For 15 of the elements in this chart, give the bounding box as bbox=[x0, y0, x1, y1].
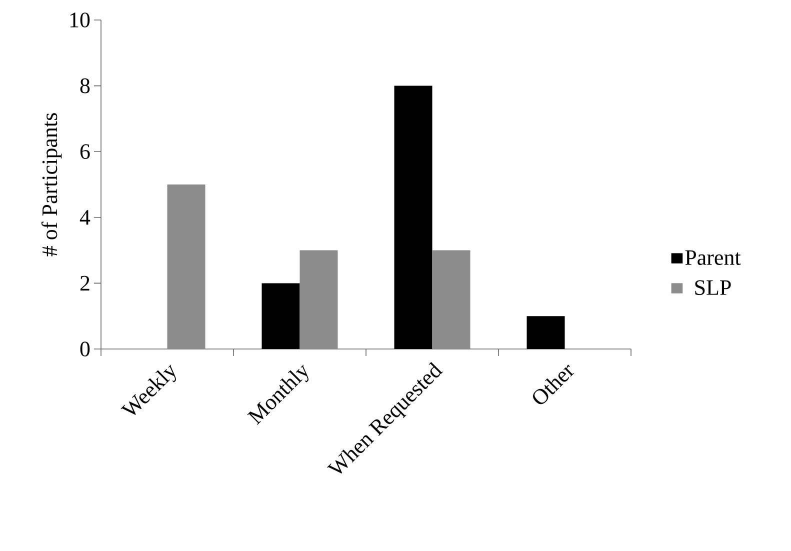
legend-label: Parent bbox=[685, 250, 741, 265]
y-tick-label: 8 bbox=[80, 78, 90, 94]
bar bbox=[526, 316, 565, 349]
bar bbox=[300, 250, 338, 349]
y-tick-label: 0 bbox=[80, 342, 90, 356]
bar bbox=[167, 184, 206, 349]
bar bbox=[262, 283, 300, 349]
bar bbox=[394, 86, 432, 349]
bar bbox=[432, 250, 470, 349]
y-tick-label: 2 bbox=[80, 276, 90, 290]
y-tick-label: 10 bbox=[70, 12, 90, 28]
y-axis-title: # of Participants bbox=[41, 113, 62, 256]
y-tick-label: 4 bbox=[80, 210, 90, 225]
legend-label: SLP bbox=[695, 280, 731, 296]
y-tick-label: 6 bbox=[80, 144, 90, 159]
